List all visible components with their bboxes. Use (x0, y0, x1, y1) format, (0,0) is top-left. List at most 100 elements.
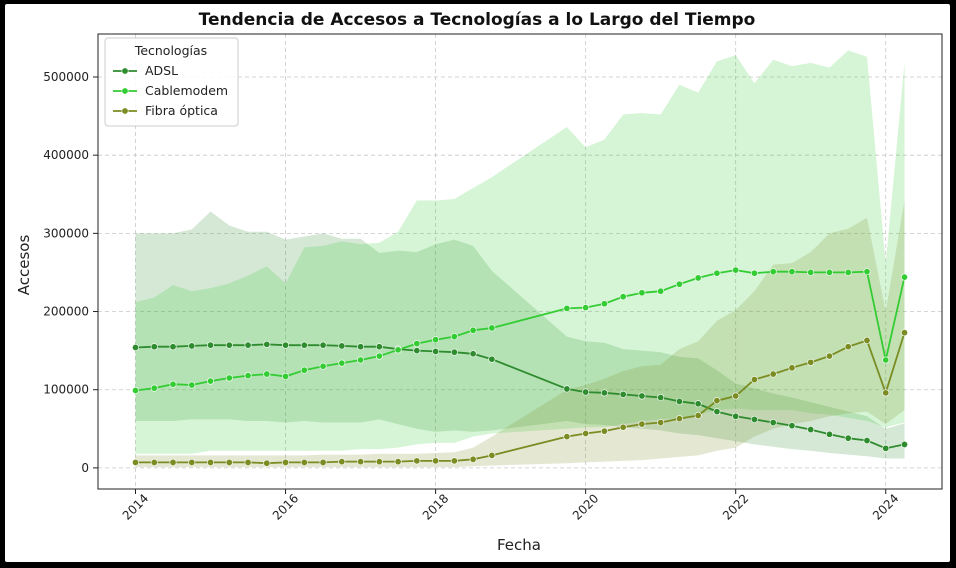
point-cablemodem (300, 366, 308, 374)
point-cablemodem (319, 362, 327, 370)
point-fibra-optica (282, 458, 290, 466)
point-adsl (882, 444, 890, 452)
point-adsl (207, 341, 215, 349)
point-fibra-optica (732, 392, 740, 400)
point-cablemodem (694, 274, 702, 282)
point-fibra-optica (150, 458, 158, 466)
x-tick-label: 2024 (870, 491, 901, 522)
point-cablemodem (675, 280, 683, 288)
x-tick-label: 2014 (120, 491, 151, 522)
chart-frame: Tendencia de Accesos a Tecnologías a lo … (5, 4, 950, 562)
point-cablemodem (657, 287, 665, 295)
point-fibra-optica (169, 458, 177, 466)
point-adsl (600, 389, 608, 397)
line-chart: Tendencia de Accesos a Tecnologías a lo … (15, 10, 943, 554)
point-cablemodem (150, 384, 158, 392)
legend-box (104, 37, 239, 127)
point-adsl (319, 341, 327, 349)
point-cablemodem (769, 268, 777, 276)
point-cablemodem (807, 268, 815, 276)
point-fibra-optica (844, 343, 852, 351)
point-adsl (488, 355, 496, 363)
point-adsl (169, 343, 177, 351)
y-tick-label: 0 (81, 461, 89, 475)
point-adsl (750, 415, 758, 423)
point-cablemodem (394, 346, 402, 354)
legend-marker (121, 107, 129, 115)
point-cablemodem (825, 268, 833, 276)
point-fibra-optica (825, 352, 833, 360)
legend-marker (121, 87, 129, 95)
point-adsl (132, 343, 140, 351)
point-cablemodem (732, 266, 740, 274)
band-fibra-optica (135, 200, 905, 468)
x-tick-label: 2020 (570, 491, 601, 522)
series-points (132, 266, 908, 467)
point-cablemodem (750, 269, 758, 277)
point-adsl (863, 437, 871, 445)
point-cablemodem (469, 326, 477, 334)
x-tick-label: 2018 (420, 491, 451, 522)
y-tick-label: 300000 (43, 226, 89, 240)
point-fibra-optica (394, 458, 402, 466)
grid (98, 34, 942, 489)
point-cablemodem (357, 356, 365, 364)
point-adsl (188, 342, 196, 350)
point-adsl (432, 347, 440, 355)
y-tick-label: 200000 (43, 305, 89, 319)
point-cablemodem (263, 370, 271, 378)
point-fibra-optica (563, 433, 571, 441)
point-adsl (619, 390, 627, 398)
point-cablemodem (844, 268, 852, 276)
point-adsl (900, 440, 908, 448)
point-adsl (357, 343, 365, 351)
y-tick-label: 100000 (43, 383, 89, 397)
point-fibra-optica (769, 370, 777, 378)
point-cablemodem (900, 273, 908, 281)
point-cablemodem (788, 268, 796, 276)
point-fibra-optica (619, 423, 627, 431)
point-adsl (244, 341, 252, 349)
point-adsl (732, 412, 740, 420)
y-tick-label: 400000 (43, 148, 89, 162)
band-cablemodem (135, 50, 905, 454)
point-cablemodem (169, 380, 177, 388)
point-adsl (563, 385, 571, 393)
point-adsl (694, 400, 702, 408)
legend: Tecnologías ADSL Cablemodem Fibra óptica (104, 37, 239, 127)
point-cablemodem (863, 268, 871, 276)
point-cablemodem (882, 356, 890, 364)
point-adsl (413, 347, 421, 355)
point-fibra-optica (300, 458, 308, 466)
point-cablemodem (638, 289, 646, 297)
point-adsl (469, 350, 477, 358)
point-fibra-optica (488, 451, 496, 459)
point-fibra-optica (600, 427, 608, 435)
point-adsl (375, 343, 383, 351)
point-cablemodem (207, 377, 215, 385)
point-cablemodem (375, 352, 383, 360)
band-adsl (135, 211, 905, 459)
point-adsl (769, 419, 777, 427)
point-fibra-optica (807, 358, 815, 366)
point-adsl (150, 343, 158, 351)
point-fibra-optica (244, 458, 252, 466)
point-cablemodem (619, 293, 627, 301)
point-cablemodem (488, 324, 496, 332)
point-fibra-optica (450, 457, 458, 465)
point-fibra-optica (788, 364, 796, 372)
chart-title: Tendencia de Accesos a Tecnologías a lo … (199, 10, 756, 30)
point-fibra-optica (207, 458, 215, 466)
point-cablemodem (600, 300, 608, 308)
confidence-bands (135, 50, 905, 468)
point-adsl (338, 342, 346, 350)
point-cablemodem (413, 340, 421, 348)
point-fibra-optica (338, 458, 346, 466)
x-tick-label: 2022 (720, 491, 751, 522)
x-tick-label: 2016 (270, 491, 301, 522)
point-fibra-optica (469, 455, 477, 463)
legend-marker (121, 67, 129, 75)
point-fibra-optica (694, 412, 702, 420)
point-cablemodem (450, 333, 458, 341)
point-adsl (825, 430, 833, 438)
